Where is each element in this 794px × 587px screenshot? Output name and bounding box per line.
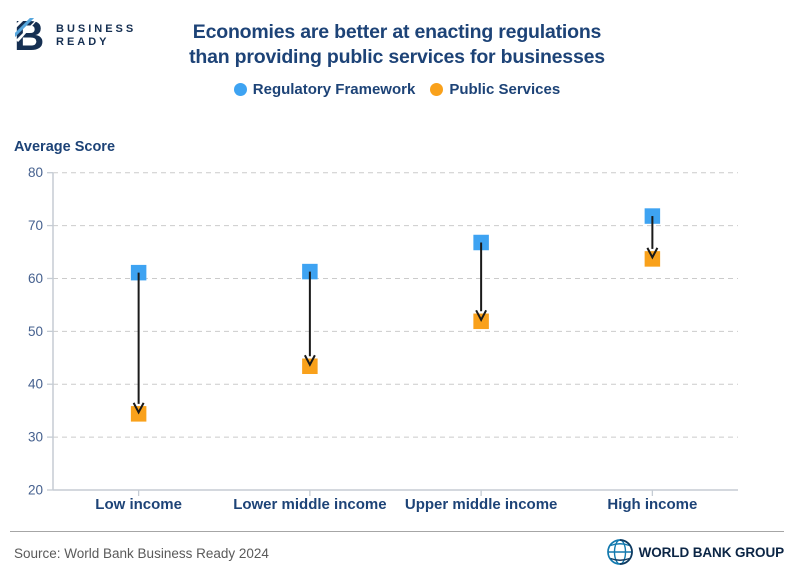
gap-arrow-head (303, 354, 316, 367)
gap-arrow-head (646, 247, 659, 260)
gap-arrow-head (475, 309, 488, 322)
gap-arrow-head (132, 402, 145, 415)
category-label: Lower middle income (233, 496, 386, 513)
y-tick-label-20: 20 (28, 483, 43, 498)
legend: Regulatory Framework Public Services (0, 81, 794, 98)
source-note: Source: World Bank Business Ready 2024 (14, 546, 269, 561)
y-tick-label-60: 60 (28, 271, 43, 286)
public-services-swatch (430, 83, 444, 96)
chart: 20 30 40 50 60 70 80 Low income Lower middle inc… (28, 165, 738, 513)
business-ready-wordmark: BUSINESS READY (56, 23, 136, 50)
y-tick-label-80: 80 (28, 165, 43, 180)
regulatory-framework-swatch (233, 83, 247, 96)
legend-item-regulatory-framework: Regulatory Framework (233, 81, 416, 98)
business-ready-b-icon: B (15, 18, 44, 54)
legend-label: Regulatory Framework (252, 81, 416, 98)
brand-line2: READY (56, 36, 110, 48)
y-tick-label-50: 50 (28, 324, 43, 339)
chart-title-line2: than providing public services for busin… (189, 46, 605, 68)
legend-label: Public Services (449, 81, 561, 98)
brand-line1: BUSINESS (56, 22, 137, 35)
y-tick-label-30: 30 (28, 430, 43, 445)
business-ready-logo: B BUSINESS READY (15, 18, 136, 54)
world-bank-wordmark: WORLD BANK GROUP (638, 544, 784, 560)
category-label: Low income (95, 496, 182, 513)
category-label: High income (607, 496, 697, 513)
chart-title: Economies are better at enacting regulat… (0, 20, 794, 70)
y-axis-title: Average Score (14, 139, 116, 155)
world-bank-globe-icon (606, 539, 633, 565)
category-label: Upper middle income (405, 496, 558, 513)
chart-title-line1: Economies are better at enacting regulat… (192, 21, 602, 43)
legend-item-public-services: Public Services (430, 81, 560, 98)
y-tick-label-70: 70 (28, 218, 43, 233)
footer-divider (10, 531, 784, 532)
world-bank-group-logo: WORLD BANK GROUP (606, 538, 784, 566)
y-tick-label-40: 40 (28, 377, 43, 392)
